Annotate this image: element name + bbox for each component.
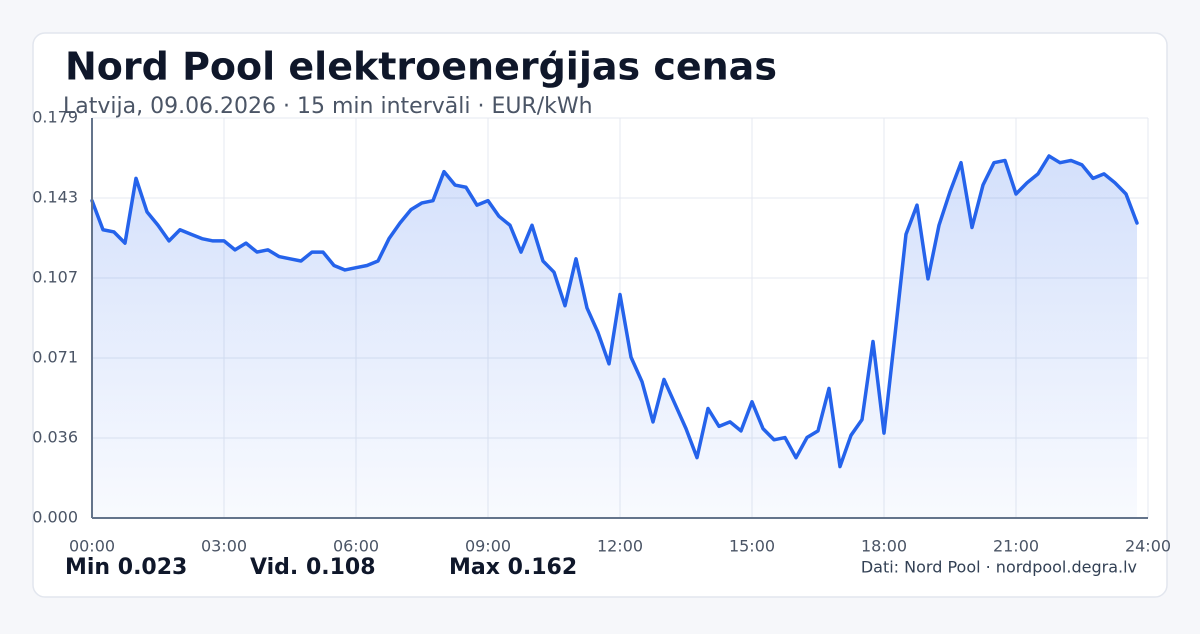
x-tick-label: 15:00 bbox=[729, 537, 775, 556]
x-tick-label: 03:00 bbox=[201, 537, 247, 556]
stat-min: Min 0.023 bbox=[65, 555, 187, 580]
x-tick-label: 09:00 bbox=[465, 537, 511, 556]
y-tick-label: 0.179 bbox=[32, 108, 78, 127]
y-tick-label: 0.107 bbox=[32, 268, 78, 287]
x-tick-label: 00:00 bbox=[69, 537, 115, 556]
y-tick-label: 0.000 bbox=[32, 508, 78, 527]
x-tick-label: 21:00 bbox=[993, 537, 1039, 556]
chart-subtitle: Latvija, 09.06.2026 · 15 min intervāli ·… bbox=[63, 94, 593, 119]
chart-title: Nord Pool elektroenerģijas cenas bbox=[65, 45, 777, 89]
y-tick-label: 0.036 bbox=[32, 428, 78, 447]
plot: 0.000 0.036 0.071 0.107 0.143 0.179 00:00 03:00… bbox=[32, 108, 1171, 556]
source: Dati: Nord Pool · nordpool.degra.lv bbox=[861, 558, 1137, 577]
x-tick-label: 24:00 bbox=[1125, 537, 1171, 556]
line bbox=[90, 154, 1139, 469]
y-tick-label: 0.071 bbox=[32, 348, 78, 367]
x-tick-label: 12:00 bbox=[597, 537, 643, 556]
x-tick-label: 18:00 bbox=[861, 537, 907, 556]
stat-max: Max 0.162 bbox=[449, 555, 577, 580]
y-tick-label: 0.143 bbox=[32, 188, 78, 207]
stat-avg: Vid. 0.108 bbox=[250, 555, 376, 580]
x-tick-label: 06:00 bbox=[333, 537, 379, 556]
